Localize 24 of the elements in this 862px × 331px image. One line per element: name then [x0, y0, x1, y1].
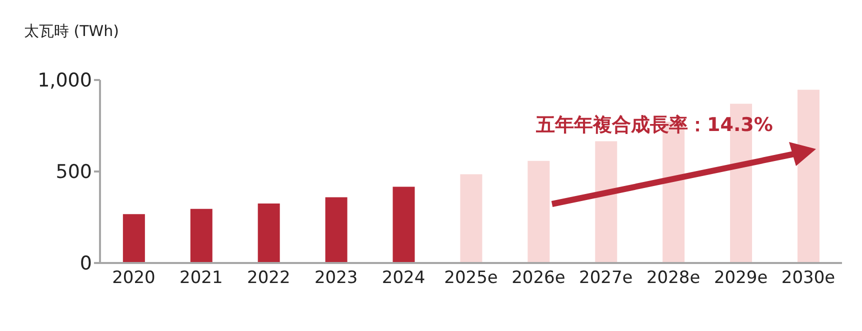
x-tick-label: 2023: [314, 268, 358, 288]
x-tick-label: 2021: [180, 268, 223, 288]
bar: [392, 186, 415, 263]
x-tick-label: 2029e: [714, 268, 768, 288]
x-tick-label: 2026e: [512, 268, 566, 288]
y-tick-label: 0: [80, 252, 92, 275]
annotation: 五年年複合成長率：14.3%: [536, 113, 773, 138]
bar: [258, 204, 280, 263]
bar: [595, 141, 618, 263]
x-tick-label: 2022: [247, 268, 290, 288]
bar: [122, 214, 145, 263]
x-tick-label: 2030e: [781, 268, 836, 288]
x-tick-label: 2020: [112, 268, 156, 288]
y-tick-label: 500: [56, 161, 92, 184]
y-tick-label: 1,000: [38, 70, 92, 92]
y-axis-title: 太瓦時 (TWh): [24, 22, 119, 41]
bar: [325, 197, 348, 263]
x-tick-label: 2025e: [444, 268, 498, 288]
x-tick-label: 2024: [382, 268, 426, 288]
bar: [460, 174, 482, 263]
x-tick-label: 2028e: [646, 268, 700, 288]
bar: [528, 160, 550, 263]
bar: [190, 208, 212, 263]
x-tick-label: 2027e: [579, 268, 633, 288]
